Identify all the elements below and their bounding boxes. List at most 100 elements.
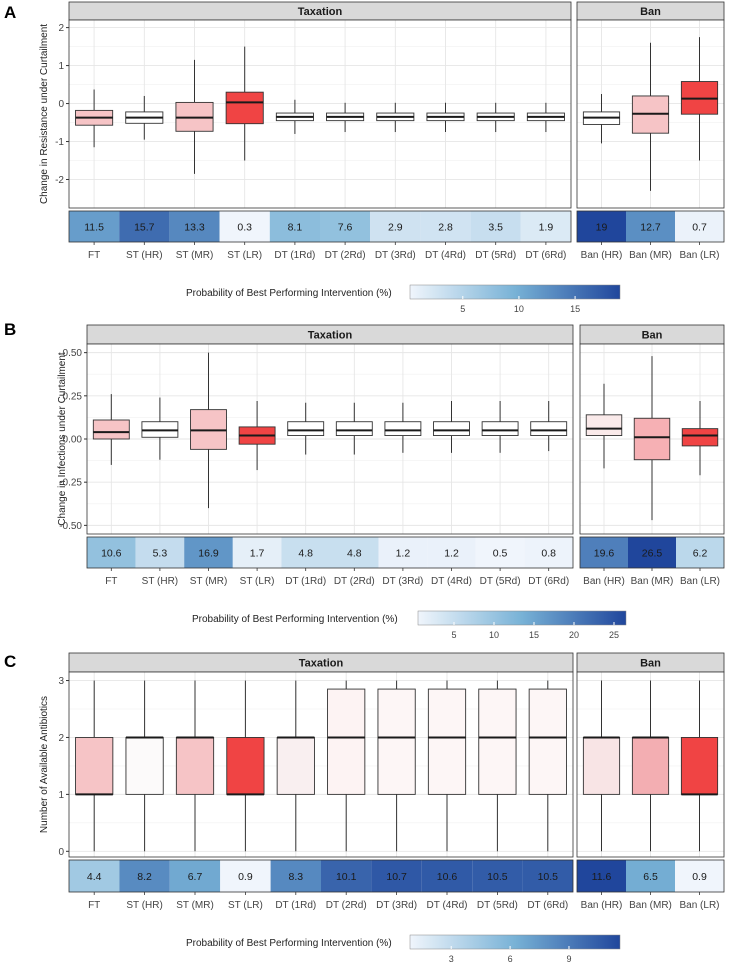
box-plot xyxy=(190,352,227,509)
probability-tile-label: 5.3 xyxy=(153,548,168,560)
probability-tile-label: 10.7 xyxy=(386,871,407,883)
box-plot xyxy=(335,402,373,455)
box-plot xyxy=(175,59,214,174)
probability-tile xyxy=(119,860,170,892)
probability-tile xyxy=(626,211,675,242)
y-tick-label: 0 xyxy=(58,847,64,858)
box-plot xyxy=(384,402,422,453)
probability-tile-label: 0.3 xyxy=(237,222,252,234)
probability-tile-label: 26.5 xyxy=(642,548,663,560)
box-plot xyxy=(376,102,415,133)
probability-tile-label: 1.2 xyxy=(444,548,459,560)
facet-strip-label: Ban xyxy=(642,330,663,342)
y-axis-title: Number of Available Antibiotics xyxy=(39,696,50,833)
x-tick-label: DT (6Rd) xyxy=(527,900,568,911)
probability-tile xyxy=(169,211,220,242)
colorbar-tick-label: 25 xyxy=(609,630,619,640)
probability-tile xyxy=(219,211,270,242)
x-tick-label: ST (LR) xyxy=(227,250,262,261)
x-tick-label: Ban (LR) xyxy=(679,250,719,261)
box-plot xyxy=(481,401,519,453)
box-iqr xyxy=(125,737,164,795)
probability-tile xyxy=(232,537,282,568)
colorbar-tick-label: 15 xyxy=(570,304,580,314)
box-iqr xyxy=(92,419,130,440)
probability-tile xyxy=(524,537,573,568)
probability-tile xyxy=(520,211,571,242)
plot-border xyxy=(68,671,574,858)
x-tick-label: Ban (HR) xyxy=(581,250,623,261)
probability-tile xyxy=(628,537,676,568)
probability-tile xyxy=(87,537,136,568)
probability-tile xyxy=(321,860,372,892)
x-tick-label: DT (1Rd) xyxy=(285,576,326,587)
probability-tile-label: 16.9 xyxy=(198,548,219,560)
x-tick-label: ST (HR) xyxy=(126,900,162,911)
x-tick-label: FT xyxy=(88,250,100,261)
x-tick-label: DT (5Rd) xyxy=(475,250,516,261)
x-tick-label: DT (3Rd) xyxy=(375,250,416,261)
facet-strip-label: Taxation xyxy=(299,658,344,670)
probability-tile xyxy=(269,211,320,242)
box-plot xyxy=(75,89,114,148)
probability-tile xyxy=(184,537,233,568)
x-tick-label: DT (4Rd) xyxy=(431,576,472,587)
probability-tile-label: 19.6 xyxy=(594,548,615,560)
box-plot xyxy=(426,102,465,133)
box-plot xyxy=(631,42,670,191)
y-axis-title: Change in Resistance under Curtailment xyxy=(39,24,50,204)
colorbar xyxy=(409,934,621,950)
probability-tile-label: 7.6 xyxy=(338,222,353,234)
probability-tile-label: 2.8 xyxy=(438,222,453,234)
box-plot xyxy=(681,401,719,476)
probability-tile xyxy=(522,860,573,892)
colorbar xyxy=(417,610,627,626)
probability-tile-label: 6.5 xyxy=(643,871,658,883)
panel-label: C xyxy=(4,652,16,671)
probability-tile xyxy=(270,860,321,892)
box-plot xyxy=(633,356,671,521)
box-iqr xyxy=(175,737,215,795)
x-tick-label: DT (3Rd) xyxy=(376,900,417,911)
x-tick-label: Ban (HR) xyxy=(581,900,623,911)
probability-tile xyxy=(472,860,523,892)
box-iqr xyxy=(433,421,470,436)
box-iqr xyxy=(377,688,416,795)
plot-border xyxy=(86,343,574,535)
x-tick-label: FT xyxy=(88,900,100,911)
box-iqr xyxy=(633,417,671,461)
box-iqr xyxy=(427,688,467,795)
probability-tile-label: 1.9 xyxy=(539,222,554,234)
probability-tile-label: 8.2 xyxy=(137,871,152,883)
box-plot xyxy=(125,95,164,140)
x-tick-label: ST (LR) xyxy=(228,900,263,911)
colorbar-tick-label: 6 xyxy=(508,954,513,964)
box-plot xyxy=(377,680,416,852)
probability-tile xyxy=(427,537,476,568)
colorbar-tick-label: 10 xyxy=(514,304,524,314)
probability-tile-label: 3.5 xyxy=(488,222,503,234)
probability-tile-label: 4.4 xyxy=(87,871,102,883)
x-tick-label: DT (5Rd) xyxy=(477,900,518,911)
x-tick-label: DT (4Rd) xyxy=(427,900,468,911)
probability-tile-label: 6.7 xyxy=(188,871,203,883)
probability-tile xyxy=(220,860,271,892)
x-tick-label: Ban (HR) xyxy=(583,576,625,587)
y-tick-label: 2 xyxy=(58,733,64,744)
probability-tile-label: 4.8 xyxy=(347,548,362,560)
box-plot xyxy=(326,102,365,133)
y-tick-label: 0.50 xyxy=(63,348,83,359)
box-iqr xyxy=(478,688,517,795)
box-plot xyxy=(225,46,264,161)
probability-tile-label: 0.9 xyxy=(238,871,253,883)
y-tick-label: -1 xyxy=(55,137,64,148)
x-tick-label: Ban (MR) xyxy=(629,900,672,911)
probability-tile xyxy=(676,537,724,568)
x-tick-label: ST (HR) xyxy=(142,576,178,587)
facet-ban: Ban 19 12.7 0.7 Ban (HR) Ban (MR) Ban (LR) xyxy=(576,1,725,261)
facet-strip-label: Ban xyxy=(640,6,661,18)
probability-tile-label: 10.6 xyxy=(101,548,122,560)
x-tick-label: DT (4Rd) xyxy=(425,250,466,261)
probability-tile xyxy=(475,537,525,568)
